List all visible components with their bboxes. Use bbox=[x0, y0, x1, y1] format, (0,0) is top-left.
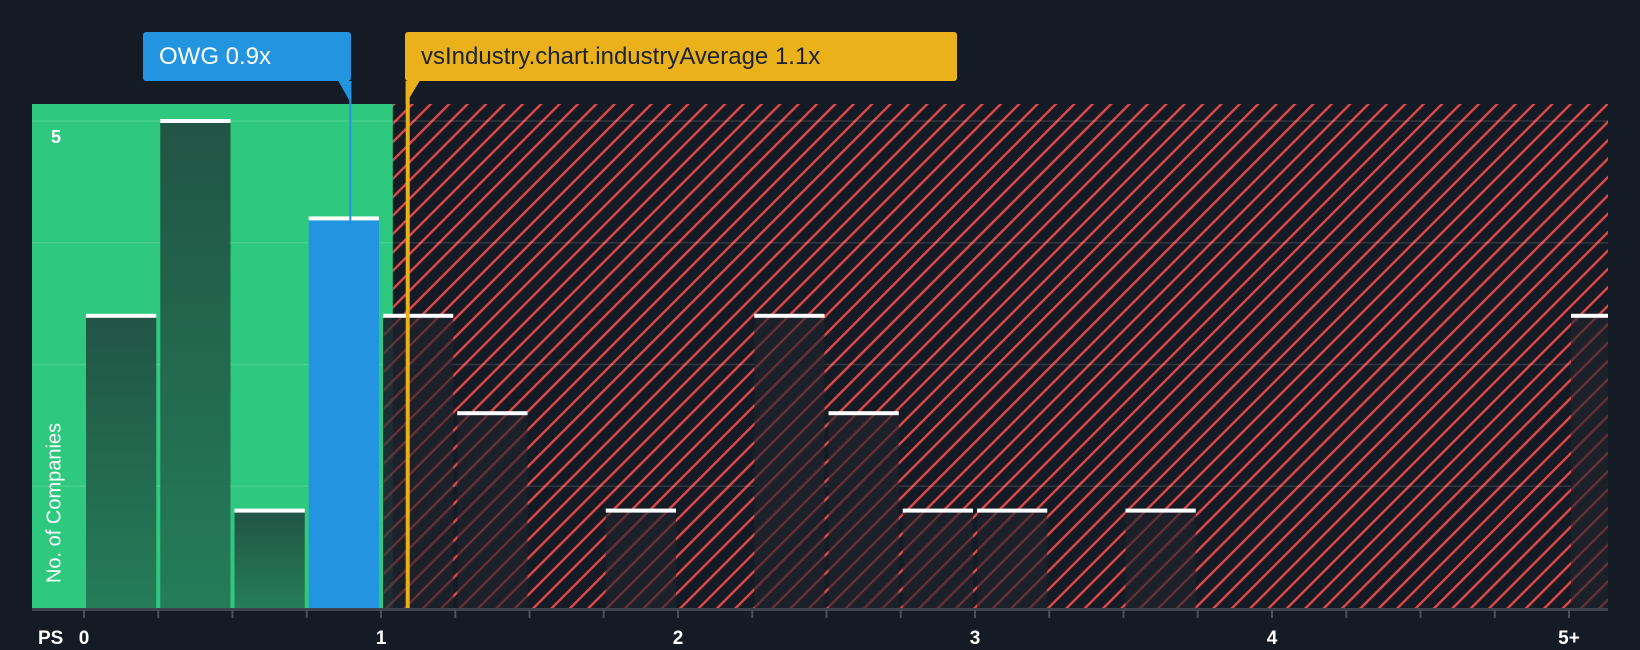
bar-top-cap bbox=[1125, 508, 1196, 513]
x-axis-tick bbox=[305, 610, 308, 618]
x-axis-tick-label: 5+ bbox=[1558, 628, 1580, 649]
x-axis-tick bbox=[1196, 610, 1199, 618]
histogram-bar bbox=[234, 510, 305, 608]
x-axis-tick bbox=[528, 610, 531, 618]
x-axis-tick-label: 0 bbox=[78, 628, 90, 649]
industry-callout-pointer bbox=[405, 81, 420, 104]
x-axis-tick bbox=[1493, 610, 1496, 618]
bar-top-cap bbox=[160, 119, 231, 123]
x-axis-tick-label: 3 bbox=[969, 628, 981, 649]
bar-top-cap bbox=[234, 508, 305, 513]
bar-top-cap bbox=[457, 411, 528, 416]
x-axis-line bbox=[32, 608, 1608, 611]
x-axis-tick bbox=[974, 610, 976, 618]
y-axis-title: No. of Companies bbox=[43, 422, 66, 584]
histogram-bar bbox=[383, 315, 454, 608]
bar-top-cap bbox=[383, 313, 454, 318]
company-callout-pointer bbox=[338, 81, 352, 104]
x-axis-tick bbox=[751, 610, 754, 618]
bar-top-cap bbox=[1571, 313, 1608, 318]
x-axis-tick bbox=[1271, 610, 1273, 618]
x-axis-tick-label: 1 bbox=[375, 628, 387, 649]
x-axis-tick bbox=[454, 610, 457, 618]
histogram-bar bbox=[754, 315, 825, 608]
histogram-bar bbox=[86, 315, 157, 608]
bar-top-cap bbox=[977, 508, 1048, 513]
x-axis-tick bbox=[380, 610, 382, 618]
industry-average-callout: vsIndustry.chart.industryAverage 1.1x bbox=[405, 32, 957, 81]
histogram-bar bbox=[902, 510, 973, 608]
histogram-bar bbox=[160, 121, 231, 608]
x-axis-tick bbox=[1122, 610, 1125, 618]
x-axis-tick bbox=[677, 610, 679, 618]
histogram-bar bbox=[828, 413, 899, 608]
x-axis-tick bbox=[1048, 610, 1051, 618]
histogram-bar bbox=[308, 218, 379, 608]
bar-top-cap bbox=[605, 508, 676, 513]
x-axis-tick bbox=[83, 610, 85, 618]
histogram-bar bbox=[457, 413, 528, 608]
x-axis-tick-label: 2 bbox=[672, 628, 684, 649]
x-axis-tick-label: 4 bbox=[1266, 628, 1278, 649]
x-axis-tick bbox=[231, 610, 234, 618]
x-axis-tick bbox=[899, 610, 902, 618]
x-axis-tick bbox=[1419, 610, 1422, 618]
bar-top-cap bbox=[86, 313, 157, 318]
histogram-bar bbox=[605, 510, 676, 608]
x-axis-tick bbox=[825, 610, 828, 618]
company-ps-callout: OWG 0.9x bbox=[143, 32, 351, 81]
reference-lines bbox=[338, 81, 420, 608]
bar-top-cap bbox=[754, 313, 825, 318]
x-axis-tick bbox=[157, 610, 160, 618]
histogram-bar bbox=[1571, 315, 1608, 608]
bar-top-cap bbox=[828, 411, 899, 416]
histogram-bar bbox=[1125, 510, 1196, 608]
y-axis-max-label: 5 bbox=[51, 127, 62, 147]
x-axis bbox=[32, 608, 1608, 618]
x-axis-tick bbox=[1568, 610, 1570, 618]
bar-top-cap bbox=[308, 216, 379, 221]
histogram-bar bbox=[977, 510, 1048, 608]
histogram-bars bbox=[86, 119, 1608, 608]
x-axis-tick bbox=[602, 610, 605, 618]
x-axis-title: PS bbox=[38, 628, 64, 649]
bar-top-cap bbox=[902, 508, 973, 513]
x-axis-tick bbox=[1345, 610, 1348, 618]
